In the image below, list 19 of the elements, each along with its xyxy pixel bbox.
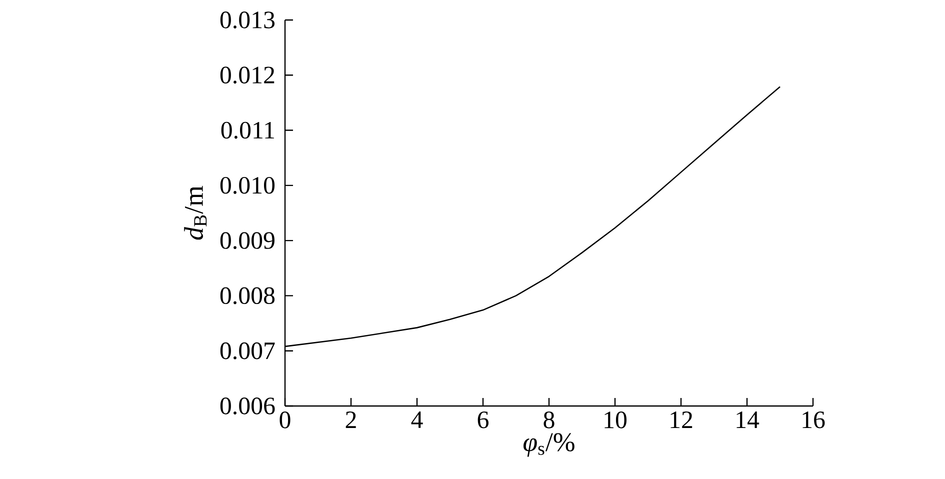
y-tick-label: 0.012 — [220, 66, 274, 84]
y-tick-label: 0.009 — [220, 232, 274, 250]
y-tick-label: 0.010 — [220, 176, 275, 194]
y-tick-label: 0.007 — [220, 342, 275, 360]
y-tick-label: 0.011 — [221, 122, 274, 139]
x-tick-label: 8 — [544, 412, 554, 428]
x-tick-label: 16 — [802, 412, 825, 428]
x-tick-label: 6 — [478, 412, 488, 428]
x-tick-label: 12 — [670, 412, 692, 428]
y-axis-title: d$_{B}$/m — [184, 186, 207, 240]
x-tick-label: 4 — [411, 412, 423, 428]
x-axis-title: φ$_{s}$/% — [524, 433, 574, 457]
x-tick-label: 10 — [604, 412, 627, 428]
x-tick-label: 0 — [280, 412, 290, 428]
y-tick-label: 0.013 — [220, 12, 275, 28]
y-tick-label: 0.006 — [220, 398, 275, 414]
x-tick-label: 14 — [736, 412, 760, 428]
y-tick-label: 0.008 — [220, 287, 275, 304]
x-tick-label: 2 — [346, 412, 356, 428]
